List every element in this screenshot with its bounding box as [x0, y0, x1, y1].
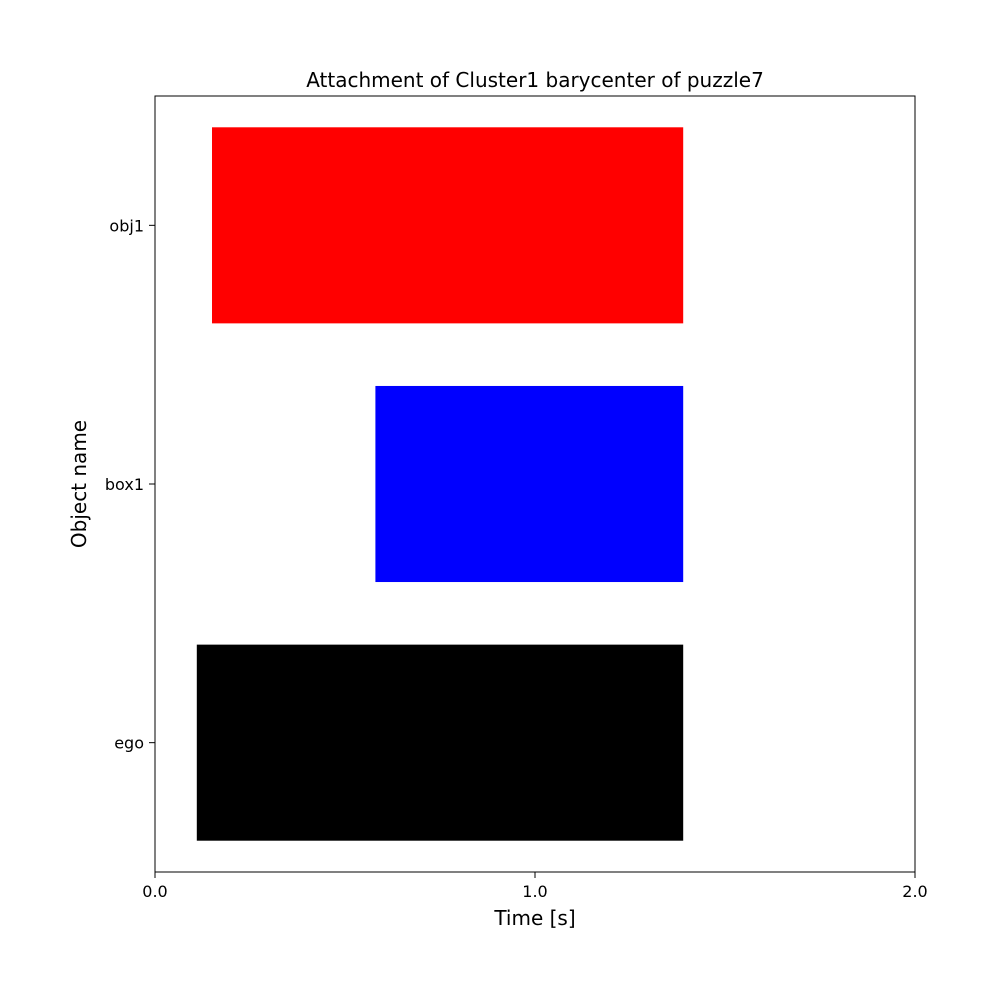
bars-layer: [196, 127, 684, 841]
y-axis-label: Object name: [67, 420, 91, 548]
x-tick-label: 0.0: [142, 882, 167, 901]
y-ticks: ego box1 obj1: [105, 216, 155, 753]
bar-box1: [375, 385, 684, 583]
x-tick-label: 2.0: [902, 882, 927, 901]
y-tick-label-box1: box1: [105, 475, 144, 494]
x-ticks: 0.0 1.0 2.0: [142, 872, 928, 901]
y-tick-label-obj1: obj1: [109, 216, 144, 235]
x-axis-label: Time [s]: [493, 906, 575, 930]
chart-title: Attachment of Cluster1 barycenter of puz…: [306, 68, 764, 92]
x-tick-label: 1.0: [522, 882, 547, 901]
bar-ego: [196, 644, 684, 841]
bar-obj1: [212, 127, 684, 324]
y-tick-label-ego: ego: [114, 734, 144, 753]
